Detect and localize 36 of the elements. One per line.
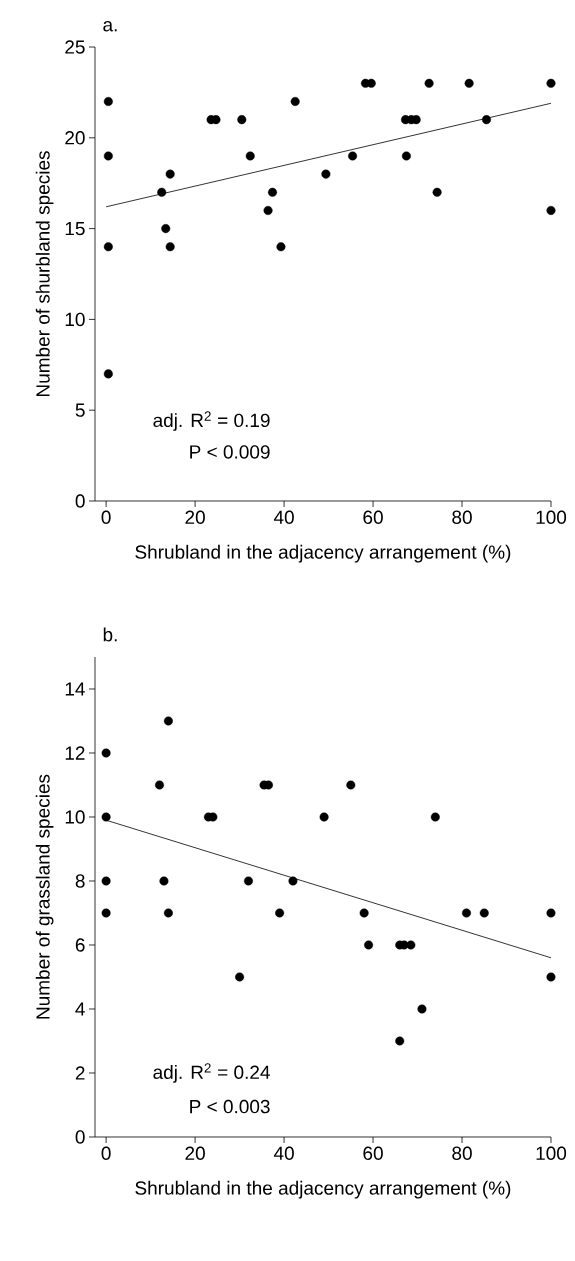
y-tick-label: 20: [65, 131, 85, 145]
y-tick-label: 6: [75, 938, 85, 952]
y-axis-title: Number of grassland species: [35, 774, 54, 1019]
x-axis-title: Shrubland in the adjacency arrangement (%): [135, 1180, 511, 1199]
x-tick-label: 100: [536, 1146, 567, 1160]
x-tick-label: 40: [273, 1146, 294, 1160]
x-tick-label: 20: [185, 510, 205, 524]
y-tick-label: 25: [65, 40, 85, 54]
y-tick-label: 14: [65, 682, 85, 696]
annotation: P < 0.009: [190, 445, 270, 459]
y-tick-label: 12: [65, 746, 85, 760]
y-tick-label: 0: [75, 1130, 85, 1144]
y-tick-label: 5: [75, 403, 85, 417]
x-axis-title: Shrubland in the adjacency arrangement (%): [135, 544, 511, 563]
x-tick-label: 60: [363, 510, 383, 524]
y-axis-title: Number of shurbland species: [35, 151, 54, 397]
x-tick-label: 80: [452, 510, 472, 524]
chart-title: a.: [103, 21, 117, 32]
x-tick-label: 0: [101, 510, 111, 524]
y-tick-label: 0: [75, 494, 85, 508]
y-tick-label: 4: [75, 1002, 85, 1016]
y-tick-label: 15: [65, 221, 85, 236]
x-tick-label: 20: [185, 1146, 205, 1160]
annotation: P < 0.003: [190, 1099, 270, 1114]
x-tick-label: 100: [536, 510, 567, 524]
annotation: adj. R$^{2}$ = 0.19: [153, 411, 270, 431]
x-tick-label: 80: [452, 1146, 472, 1160]
x-tick-label: 40: [273, 510, 294, 524]
y-tick-label: 2: [75, 1066, 85, 1080]
annotation: adj. R$^{2}$ = 0.24: [153, 1063, 270, 1083]
chart-title: b.: [103, 627, 117, 642]
y-tick-label: 10: [65, 810, 85, 824]
x-tick-label: 0: [101, 1146, 111, 1160]
y-tick-label: 8: [75, 874, 85, 888]
y-tick-label: 10: [65, 312, 85, 327]
x-tick-label: 60: [363, 1146, 383, 1160]
